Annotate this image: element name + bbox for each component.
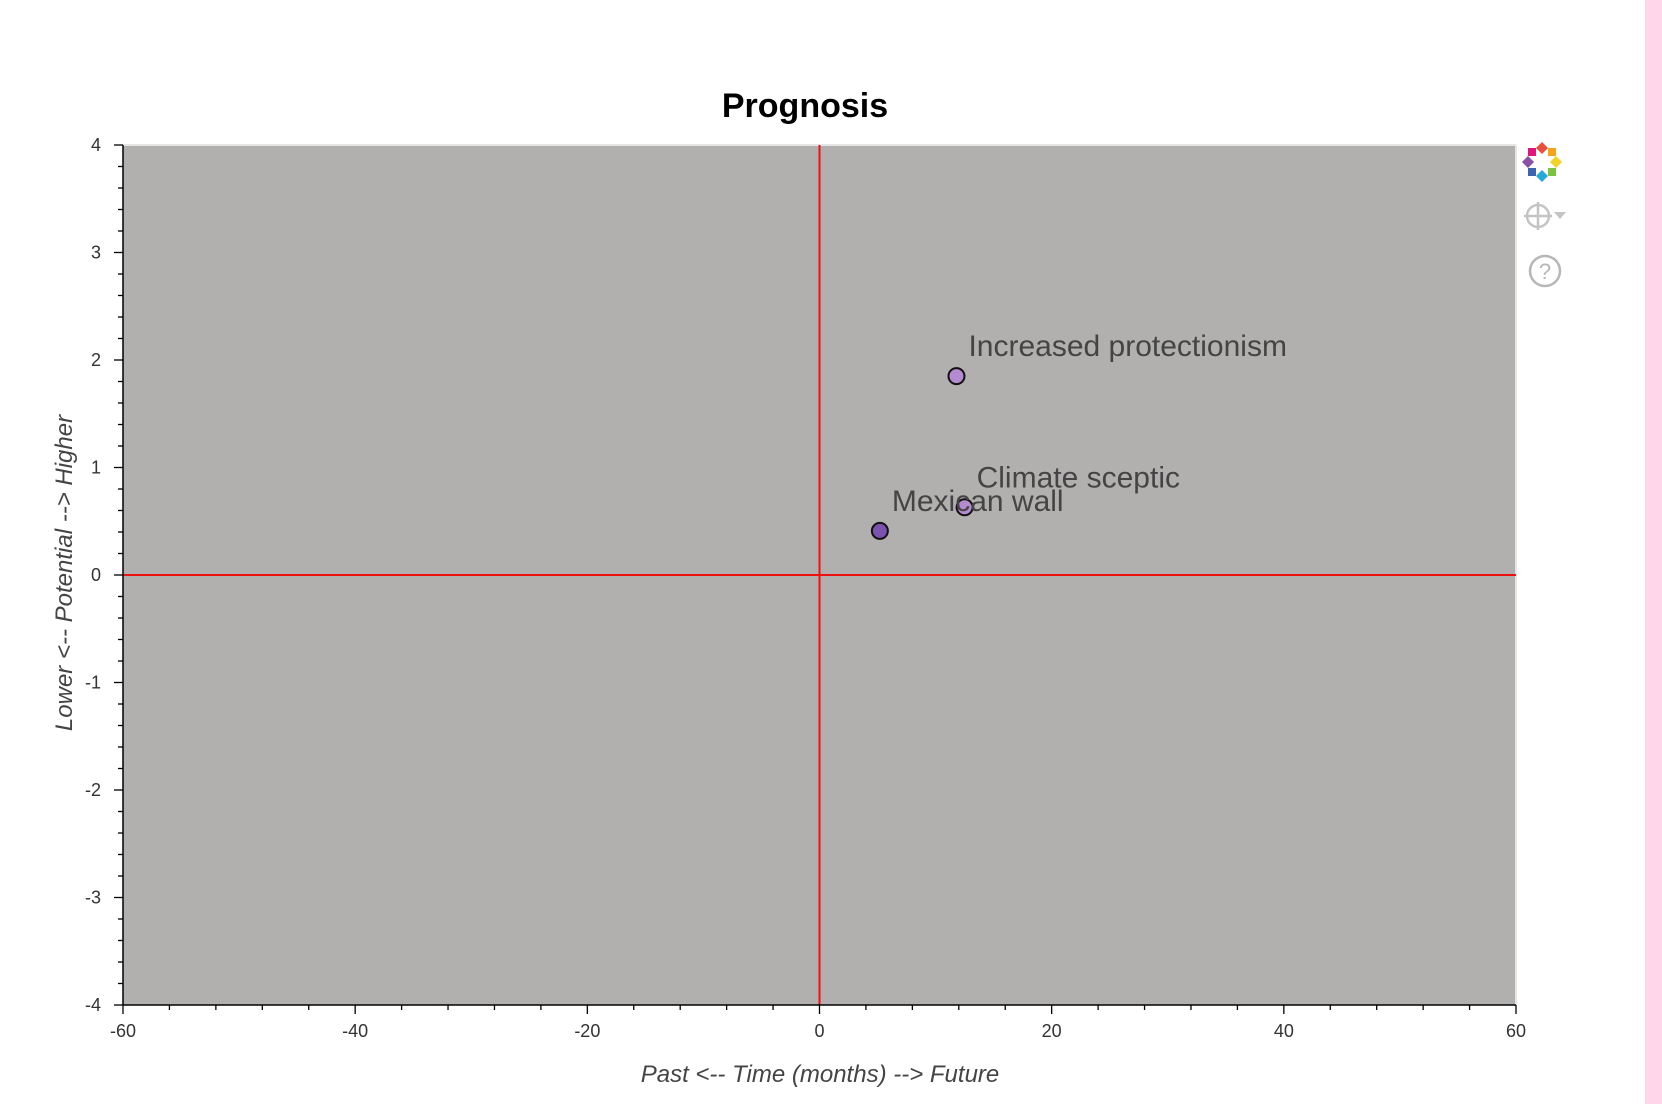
x-tick-label: -60 [110, 1021, 136, 1041]
scatter-point [947, 367, 966, 386]
y-tick-label: 0 [91, 565, 101, 585]
chart-title: Prognosis [722, 87, 888, 125]
y-tick-label: 4 [91, 135, 101, 155]
y-tick-label: -1 [85, 673, 101, 693]
page-edge-strip [1645, 0, 1662, 1104]
y-tick-label: 2 [91, 350, 101, 370]
bokeh-logo-icon[interactable] [1520, 140, 1564, 189]
x-tick-label: -40 [342, 1021, 368, 1041]
scatter-marks: Increased protectionism Climate scepticMe… [870, 330, 1287, 540]
scatter-point [870, 521, 889, 540]
y-tick-label: -4 [85, 995, 101, 1015]
y-tick-label: -2 [85, 780, 101, 800]
point-label: Increased protectionism [968, 330, 1286, 363]
y-tick-label: -3 [85, 888, 101, 908]
help-icon[interactable]: ? [1528, 254, 1564, 295]
x-axis-title: Past <-- Time (months) --> Future [641, 1061, 1000, 1088]
svg-text:?: ? [1539, 259, 1551, 284]
x-tick-label: -20 [574, 1021, 600, 1041]
x-tick-label: 40 [1274, 1021, 1294, 1041]
point-label: Mexican wall [892, 485, 1064, 518]
crosshair-icon[interactable] [1524, 202, 1568, 237]
y-tick-label: 1 [91, 458, 101, 478]
x-tick-label: 0 [814, 1021, 824, 1041]
x-tick-label: 60 [1506, 1021, 1526, 1041]
point-label: Climate sceptic [977, 461, 1180, 494]
y-axis-title: Lower <-- Potential --> Higher [51, 414, 78, 731]
scatter-point [955, 498, 974, 517]
x-tick-label: 20 [1042, 1021, 1062, 1041]
y-tick-label: 3 [91, 243, 101, 263]
axes: -60 -40 -20 0 20 40 60 4 3 2 1 0 -1 -2 -3 -4 [85, 135, 1526, 1041]
